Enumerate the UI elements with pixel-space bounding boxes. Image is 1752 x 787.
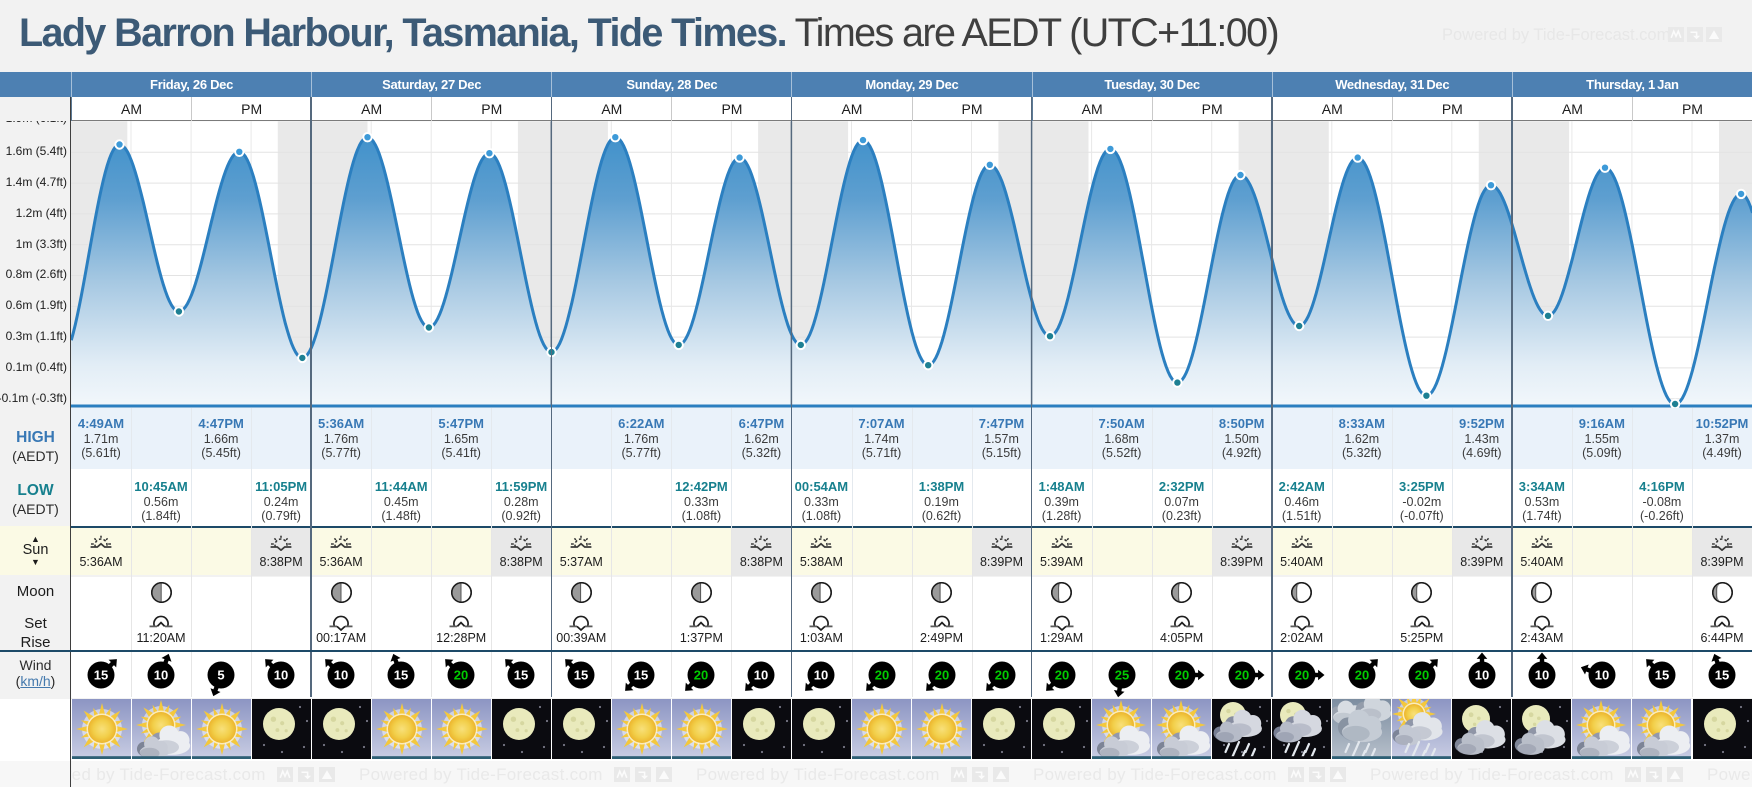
svg-text:20: 20 — [694, 668, 708, 683]
svg-text:10: 10 — [1475, 668, 1489, 683]
svg-text:15: 15 — [94, 668, 108, 683]
svg-text:20: 20 — [1054, 668, 1068, 683]
svg-text:20: 20 — [1415, 668, 1429, 683]
svg-text:20: 20 — [934, 668, 948, 683]
svg-text:15: 15 — [634, 668, 648, 683]
svg-text:20: 20 — [994, 668, 1008, 683]
svg-text:10: 10 — [154, 668, 168, 683]
svg-text:10: 10 — [1595, 668, 1609, 683]
svg-text:25: 25 — [1114, 668, 1128, 683]
svg-text:10: 10 — [334, 668, 348, 683]
svg-text:10: 10 — [1535, 668, 1549, 683]
svg-text:20: 20 — [454, 668, 468, 683]
svg-text:15: 15 — [1715, 668, 1729, 683]
svg-text:10: 10 — [274, 668, 288, 683]
svg-text:15: 15 — [394, 668, 408, 683]
svg-text:15: 15 — [514, 668, 528, 683]
svg-text:10: 10 — [814, 668, 828, 683]
svg-text:15: 15 — [574, 668, 588, 683]
svg-text:5: 5 — [217, 668, 224, 683]
svg-text:20: 20 — [874, 668, 888, 683]
svg-text:10: 10 — [754, 668, 768, 683]
svg-text:20: 20 — [1174, 668, 1188, 683]
svg-text:20: 20 — [1234, 668, 1248, 683]
svg-text:20: 20 — [1294, 668, 1308, 683]
svg-text:20: 20 — [1355, 668, 1369, 683]
svg-text:15: 15 — [1655, 668, 1669, 683]
